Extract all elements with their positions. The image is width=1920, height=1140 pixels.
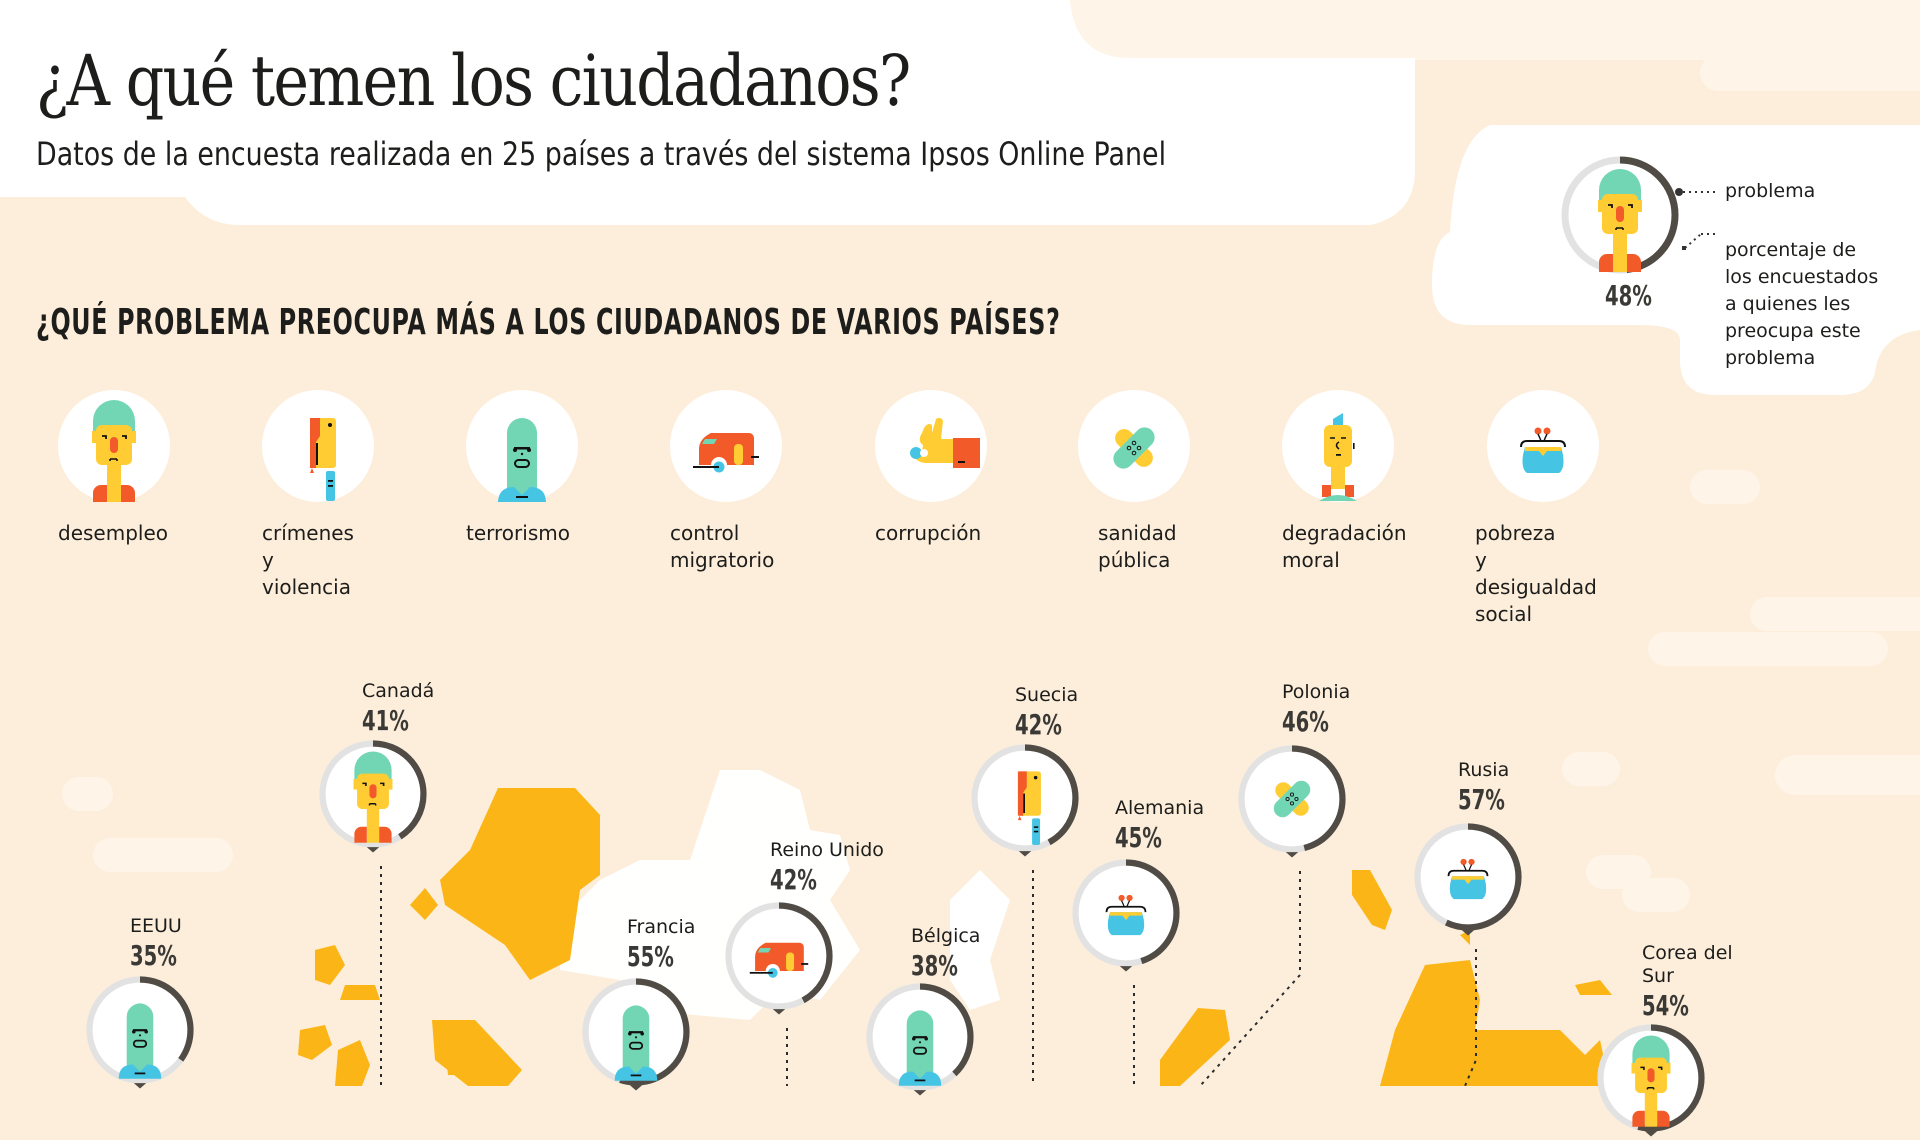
pin-tip — [1018, 851, 1032, 857]
country-ring — [582, 978, 690, 1091]
pin-tip — [1285, 852, 1299, 858]
background-decoration — [0, 0, 1920, 1086]
country-ring — [1072, 859, 1180, 972]
masked-terrorist-icon — [614, 1005, 658, 1081]
country-percent: 45% — [1115, 821, 1162, 854]
country-name: Canadá — [362, 680, 435, 702]
ring-fill — [725, 902, 833, 1010]
cloud-shapes — [62, 0, 1920, 912]
ring-fill — [971, 744, 1079, 852]
ring-fill — [1072, 859, 1180, 967]
ring-fill — [319, 740, 427, 848]
pin-connector-line — [1464, 949, 1477, 1086]
ring-fill — [1414, 823, 1522, 931]
unemployed-man-icon — [1598, 169, 1642, 272]
section-heading: ¿QUÉ PROBLEMA PREOCUPA MÁS A LOS CIUDADA… — [36, 302, 1061, 343]
legend-percent: 48% — [1605, 279, 1652, 312]
legend: 48% problema porcentaje de los encuestad… — [1555, 150, 1915, 390]
legend-ring — [1561, 156, 1679, 274]
coin-purse-icon — [1447, 858, 1489, 900]
country-percent: 42% — [1015, 708, 1062, 741]
masked-terrorist-icon — [118, 1003, 162, 1079]
country-ring — [319, 740, 427, 853]
country-percent: 38% — [911, 949, 958, 982]
cleaver-knife-icon — [1017, 771, 1041, 845]
ring-fill — [866, 983, 974, 1091]
mohawk-man-icon — [1319, 413, 1357, 501]
country-pins: Canadá 41% EEUU 35% Francia 55% Reino Uni — [86, 680, 1733, 1137]
country-name: Suecia — [1015, 684, 1079, 706]
country-percent: 55% — [627, 940, 674, 973]
legend-connector-lines — [1675, 188, 1719, 250]
masked-terrorist-icon — [898, 1010, 942, 1086]
pin-tip — [1119, 966, 1133, 972]
category-label: control migratorio — [670, 521, 775, 572]
country-percent: 57% — [1458, 783, 1505, 816]
country-name: Corea del Sur — [1642, 942, 1733, 987]
country-percent: 54% — [1642, 989, 1689, 1022]
country-ring — [1238, 745, 1346, 858]
caravan-trailer-icon — [749, 942, 809, 979]
country-ring — [866, 983, 974, 1096]
ring-fill — [1238, 745, 1346, 853]
country-name: Rusia — [1458, 759, 1510, 781]
page-title: ¿A qué temen los ciudadanos? — [36, 40, 911, 122]
country-ring — [86, 976, 194, 1089]
masked-terrorist-icon — [498, 418, 546, 502]
country-ring — [971, 744, 1079, 857]
country-percent: 41% — [362, 704, 409, 737]
page-subtitle: Datos de la encuesta realizada en 25 paí… — [36, 135, 1167, 173]
pin-tip — [772, 1009, 786, 1015]
coin-purse-icon — [1105, 894, 1147, 936]
country-ring — [1597, 1024, 1705, 1137]
unemployed-man-icon — [353, 751, 393, 843]
category-label: desempleo — [58, 521, 168, 545]
legend-ring-fill — [1561, 156, 1679, 274]
country-name: Reino Unido — [770, 839, 884, 861]
pin-tip — [1461, 930, 1475, 936]
category-label: terrorismo — [466, 521, 570, 545]
bandage-plaster-icon — [1273, 780, 1311, 818]
ok-hand-bribe-icon — [910, 417, 980, 468]
country-name: Alemania — [1115, 797, 1205, 819]
legend-problem-label: problema — [1725, 180, 1816, 202]
header-cloud — [0, 0, 1415, 225]
pin-tip — [366, 847, 380, 853]
legend-cloud — [1432, 125, 1920, 395]
bandage-plaster-icon — [1113, 427, 1155, 469]
pin-tip — [1644, 1131, 1658, 1137]
category-label: degradación moral — [1282, 521, 1407, 572]
unemployed-man-icon — [1631, 1035, 1671, 1127]
country-name: Polonia — [1282, 681, 1351, 703]
pin-connector-line — [1199, 871, 1301, 1086]
country-ring — [725, 902, 833, 1015]
category-label: pobreza y desigualdad social — [1475, 521, 1597, 626]
coin-purse-icon — [1520, 427, 1566, 473]
caravan-trailer-icon — [693, 433, 759, 473]
category-label: corrupción — [875, 521, 982, 545]
country-name: Bélgica — [911, 925, 981, 947]
country-percent: 35% — [130, 939, 177, 972]
connector-lines — [380, 866, 1477, 1086]
cleaver-knife-icon — [310, 418, 336, 501]
country-ring — [1414, 823, 1522, 936]
ring-fill — [582, 978, 690, 1086]
pin-tip — [913, 1090, 927, 1096]
country-percent: 46% — [1282, 705, 1329, 738]
country-name: Francia — [627, 916, 696, 938]
category-label: crímenes y violencia — [262, 521, 354, 599]
country-name: EEUU — [130, 915, 182, 937]
category-label: sanidad pública — [1098, 521, 1177, 572]
legend-percent-description: porcentaje de los encuestados a quienes … — [1725, 239, 1879, 369]
unemployed-man-icon — [92, 400, 136, 502]
map-landmass-yellow — [298, 788, 1612, 1086]
country-percent: 42% — [770, 863, 817, 896]
ring-fill — [86, 976, 194, 1084]
